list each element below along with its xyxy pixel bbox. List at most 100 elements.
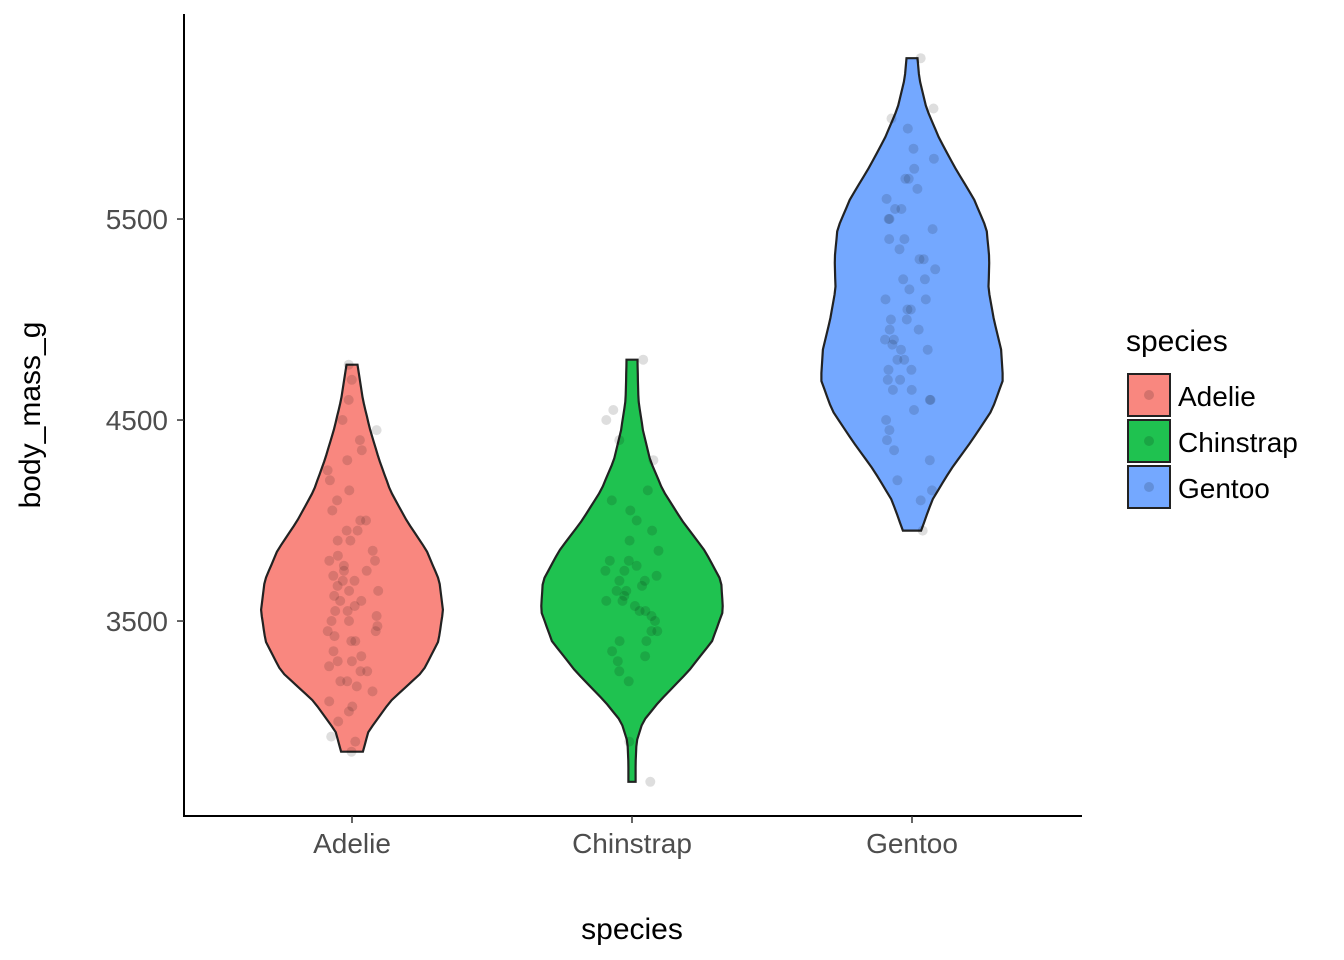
data-point-adelie <box>332 535 343 546</box>
data-point-gentoo <box>884 324 895 335</box>
data-point-gentoo <box>881 415 892 425</box>
plot-area <box>259 53 1004 787</box>
data-point-chinstrap <box>648 455 659 466</box>
data-point-chinstrap <box>653 545 664 556</box>
data-point-chinstrap <box>600 565 611 576</box>
data-point-adelie <box>346 374 357 385</box>
data-point-gentoo <box>884 425 895 436</box>
x-tick-label: Gentoo <box>866 828 958 859</box>
legend-point <box>1144 436 1154 446</box>
data-point-gentoo <box>883 214 894 224</box>
data-point-adelie <box>329 631 340 642</box>
data-point-adelie <box>351 681 362 692</box>
data-point-adelie <box>346 746 357 757</box>
data-point-gentoo <box>884 234 895 245</box>
data-point-adelie <box>342 606 353 616</box>
data-point-gentoo <box>915 53 926 64</box>
data-point-chinstrap <box>625 505 636 516</box>
legend-point <box>1144 390 1154 400</box>
data-point-gentoo <box>905 304 916 315</box>
data-point-adelie <box>327 505 338 516</box>
legend-item-gentoo: Gentoo <box>1127 465 1270 509</box>
data-point-adelie <box>343 706 354 717</box>
violin-adelie <box>259 363 445 753</box>
data-point-gentoo <box>903 173 914 184</box>
data-point-chinstrap <box>621 585 632 596</box>
data-point-gentoo <box>918 254 929 265</box>
data-point-gentoo <box>887 339 898 350</box>
data-point-gentoo <box>901 314 912 325</box>
data-point-gentoo <box>898 274 909 285</box>
data-point-adelie <box>324 555 335 566</box>
legend-key <box>1127 419 1171 463</box>
data-point-gentoo <box>880 294 891 305</box>
y-tick-label: 4500 <box>106 405 168 436</box>
data-point-gentoo <box>890 204 901 214</box>
data-point-gentoo <box>924 455 935 466</box>
data-point-gentoo <box>922 344 933 355</box>
data-point-chinstrap <box>623 555 634 566</box>
data-point-chinstrap <box>601 415 612 425</box>
violin-gentoo <box>820 57 1004 532</box>
data-point-adelie <box>361 515 371 526</box>
data-point-chinstrap <box>623 676 634 687</box>
data-point-gentoo <box>895 374 906 385</box>
data-point-gentoo <box>913 324 924 335</box>
data-point-chinstrap <box>631 560 642 571</box>
data-point-chinstrap <box>604 555 615 566</box>
data-point-adelie <box>333 716 344 727</box>
data-point-adelie <box>347 701 358 712</box>
data-point-adelie <box>355 515 366 526</box>
data-point-adelie <box>356 651 367 662</box>
data-point-chinstrap <box>611 585 622 596</box>
data-point-adelie <box>370 555 380 566</box>
data-point-gentoo <box>887 384 898 395</box>
data-point-adelie <box>367 545 378 556</box>
data-point-gentoo <box>884 214 895 224</box>
data-point-adelie <box>324 696 335 707</box>
data-point-adelie <box>337 415 348 425</box>
data-point-chinstrap <box>638 354 649 365</box>
data-point-gentoo <box>928 103 939 114</box>
legend-label: Chinstrap <box>1178 427 1298 458</box>
x-axis-title: species <box>581 913 683 946</box>
x-tick-label: Adelie <box>313 828 391 859</box>
data-point-chinstrap <box>607 646 618 657</box>
data-point-gentoo <box>927 224 938 235</box>
data-point-adelie <box>335 676 346 687</box>
data-point-adelie <box>355 666 366 677</box>
data-point-gentoo <box>914 254 925 265</box>
data-point-adelie <box>352 525 363 536</box>
data-point-gentoo <box>909 163 920 174</box>
x-ticks: Adelie Chinstrap Gentoo <box>313 816 958 859</box>
data-point-gentoo <box>889 445 900 456</box>
data-point-adelie <box>370 626 381 637</box>
y-axis-title: body_mass_g <box>14 322 47 509</box>
data-point-adelie <box>324 475 335 486</box>
data-point-adelie <box>354 435 365 446</box>
data-point-chinstrap <box>642 485 653 496</box>
data-point-chinstrap <box>645 776 656 787</box>
data-point-adelie <box>343 394 354 405</box>
data-point-gentoo <box>894 244 905 255</box>
legend-item-adelie: Adelie <box>1127 373 1256 417</box>
jitter-layer <box>322 53 941 787</box>
violin-chinstrap <box>540 358 724 783</box>
data-point-adelie <box>330 606 341 616</box>
data-point-gentoo <box>896 344 906 355</box>
data-point-gentoo <box>924 394 935 405</box>
data-point-adelie <box>343 359 354 370</box>
data-point-chinstrap <box>637 580 647 591</box>
data-point-adelie <box>346 656 357 667</box>
y-tick-label: 3500 <box>106 606 168 637</box>
data-point-adelie <box>349 575 360 586</box>
data-point-gentoo <box>902 304 913 315</box>
legend-point <box>1144 482 1154 492</box>
data-point-chinstrap <box>631 515 642 526</box>
data-point-adelie <box>322 626 333 637</box>
data-point-gentoo <box>909 405 919 415</box>
data-point-adelie <box>332 656 343 667</box>
data-point-adelie <box>337 575 348 586</box>
data-point-gentoo <box>915 495 926 506</box>
